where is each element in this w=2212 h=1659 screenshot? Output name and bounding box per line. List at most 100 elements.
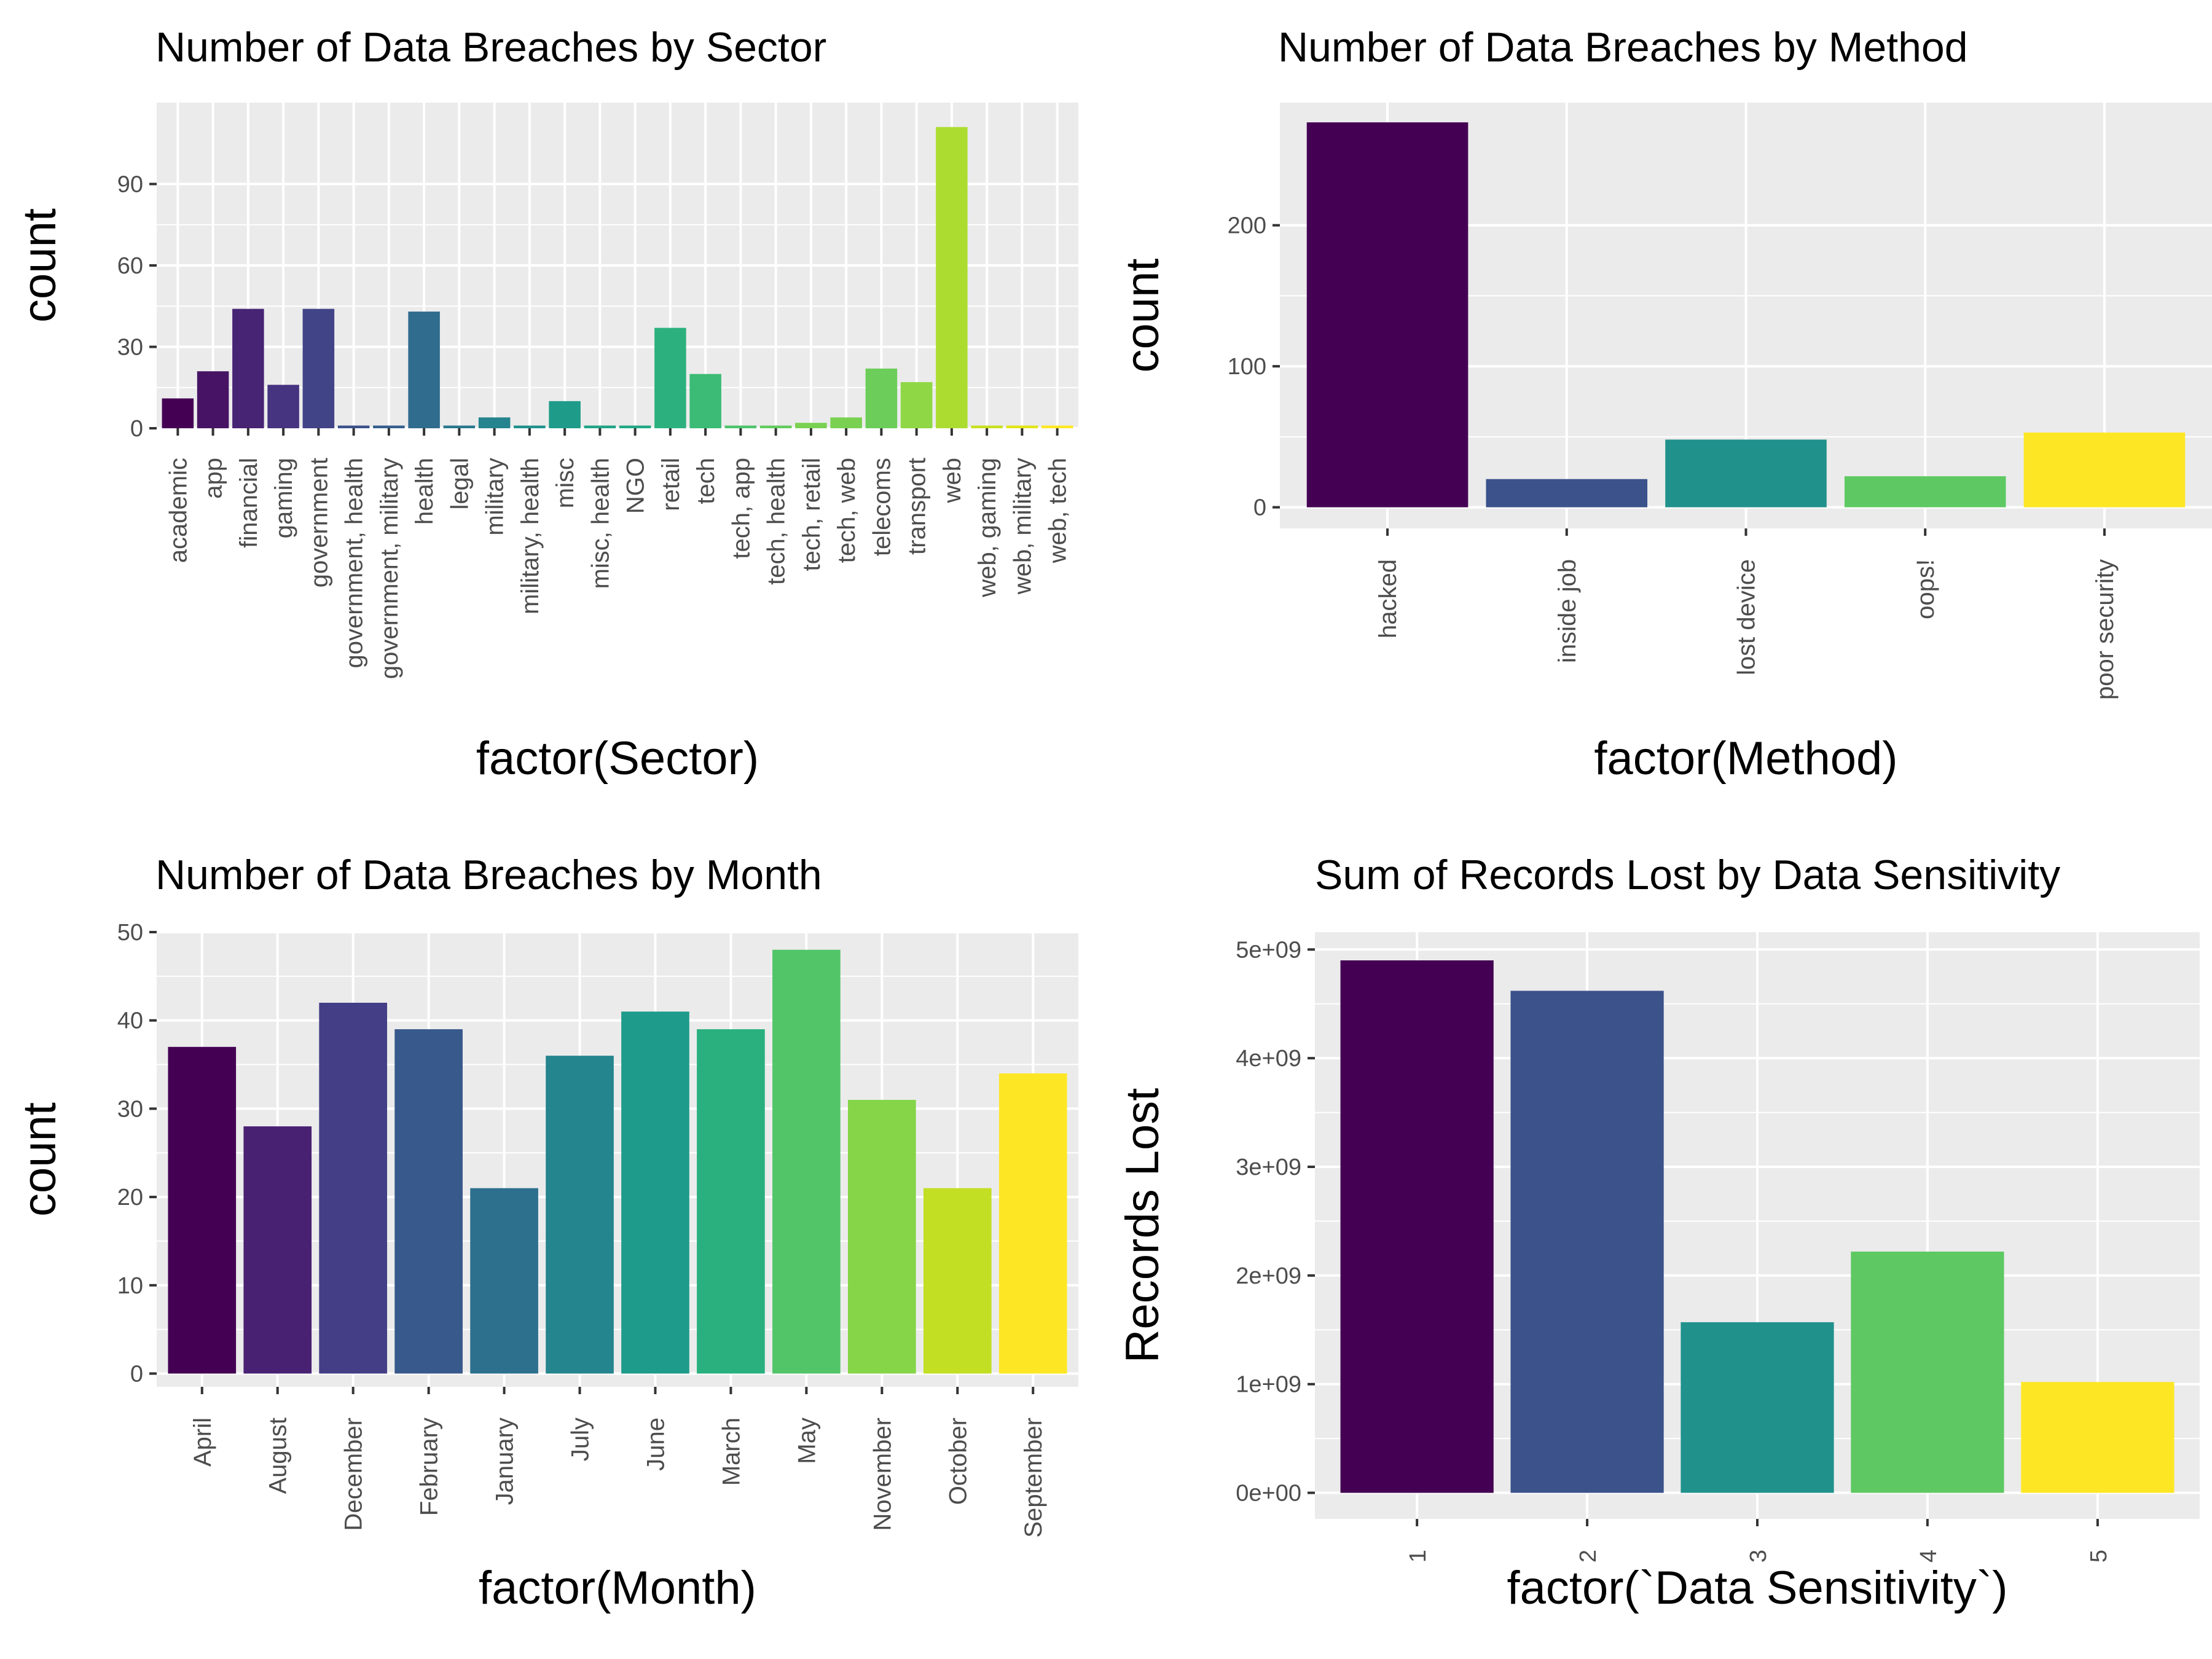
x-tick-label: web, gaming bbox=[974, 458, 1001, 598]
bar-september bbox=[998, 1073, 1067, 1374]
x-tick-label: government, health bbox=[341, 458, 368, 668]
bar-august bbox=[243, 1126, 312, 1374]
bar-october bbox=[923, 1188, 992, 1374]
x-tick-label: inside job bbox=[1554, 559, 1581, 663]
x-tick-label: oops! bbox=[1912, 559, 1939, 619]
bar-government-health bbox=[337, 425, 370, 428]
y-tick-label: 60 bbox=[117, 253, 143, 279]
x-tick-label: February bbox=[416, 1418, 443, 1516]
y-tick-label: 4e+09 bbox=[1236, 1046, 1301, 1072]
x-tick-label: government bbox=[305, 458, 332, 587]
x-tick-label: 4 bbox=[1916, 1550, 1942, 1563]
chart-title: Number of Data Breaches by Sector bbox=[155, 24, 826, 71]
bar-app bbox=[197, 371, 229, 428]
bar-military-health bbox=[514, 425, 546, 428]
bar-june bbox=[621, 1011, 689, 1374]
bar-web-military bbox=[1006, 425, 1038, 428]
y-tick-label: 0 bbox=[130, 416, 143, 442]
x-tick-label: November bbox=[869, 1418, 896, 1531]
x-axis-title: factor(Sector) bbox=[476, 732, 759, 785]
y-tick-label: 50 bbox=[117, 920, 143, 946]
y-tick-label: 1e+09 bbox=[1236, 1372, 1301, 1398]
x-tick-label: 1 bbox=[1405, 1550, 1431, 1563]
x-tick-label: October bbox=[944, 1418, 971, 1505]
x-tick-label: misc bbox=[552, 458, 579, 508]
bar-december bbox=[319, 1002, 387, 1374]
x-tick-label: June bbox=[642, 1418, 669, 1471]
x-tick-label: NGO bbox=[622, 458, 649, 514]
y-axis-title: count bbox=[1116, 259, 1169, 373]
bar-military bbox=[478, 417, 511, 428]
x-tick-label: misc, health bbox=[587, 458, 614, 589]
x-tick-label: telecoms bbox=[868, 458, 895, 556]
x-tick-label: legal bbox=[446, 458, 473, 510]
bar-government bbox=[302, 308, 335, 428]
bar-january bbox=[470, 1188, 538, 1374]
x-tick-label: tech, health bbox=[763, 458, 790, 585]
bar-tech-health bbox=[759, 425, 792, 428]
bar-lost-device bbox=[1665, 439, 1827, 508]
x-axis-title: factor(Method) bbox=[1594, 732, 1897, 785]
y-tick-label: 30 bbox=[117, 1096, 143, 1122]
x-tick-label: tech bbox=[692, 458, 720, 504]
x-tick-label: academic bbox=[165, 458, 192, 563]
x-tick-label: web, military bbox=[1009, 458, 1036, 595]
x-tick-label: poor security bbox=[2092, 559, 2119, 700]
bar-4 bbox=[1851, 1251, 2004, 1493]
bar-web-gaming bbox=[971, 425, 1003, 428]
bar-financial bbox=[232, 308, 264, 428]
bar-3 bbox=[1681, 1322, 1834, 1493]
x-axis-title: factor(Month) bbox=[479, 1562, 756, 1614]
y-axis-title: count bbox=[14, 1102, 66, 1217]
bar-5 bbox=[2021, 1382, 2175, 1493]
bar-legal bbox=[443, 425, 476, 428]
chart-title: Number of Data Breaches by Month bbox=[155, 852, 822, 898]
x-tick-label: September bbox=[1020, 1418, 1047, 1538]
bar-retail bbox=[654, 327, 686, 428]
x-tick-label: January bbox=[492, 1418, 519, 1505]
x-tick-label: app bbox=[200, 458, 227, 499]
bar-2 bbox=[1510, 990, 1664, 1493]
chart-method: 0 100 200 hacked inside job lost device oops! p… bbox=[1116, 24, 2212, 785]
bar-misc-health bbox=[584, 425, 616, 428]
x-tick-label: tech, retail bbox=[798, 458, 825, 571]
bar-tech-web bbox=[830, 417, 862, 428]
bar-1 bbox=[1340, 960, 1494, 1493]
bar-government-military bbox=[373, 425, 405, 428]
x-tick-label: May bbox=[793, 1418, 820, 1464]
bar-telecoms bbox=[865, 368, 898, 428]
bar-november bbox=[848, 1100, 916, 1374]
x-tick-label: military bbox=[482, 458, 509, 536]
x-tick-label: financial bbox=[235, 458, 262, 548]
y-tick-label: 3e+09 bbox=[1236, 1155, 1301, 1180]
y-tick-label: 20 bbox=[117, 1185, 143, 1210]
bar-misc bbox=[549, 401, 581, 428]
bar-ngo bbox=[619, 425, 651, 428]
bar-february bbox=[394, 1029, 463, 1374]
y-tick-label: 0 bbox=[130, 1361, 143, 1387]
bar-web bbox=[936, 127, 968, 428]
bar-poor-security bbox=[2023, 432, 2186, 508]
x-tick-label: web bbox=[939, 458, 966, 503]
x-tick-label: military, health bbox=[517, 458, 544, 614]
y-tick-label: 90 bbox=[117, 172, 143, 198]
x-tick-label: transport bbox=[904, 458, 931, 555]
y-tick-label: 100 bbox=[1228, 354, 1266, 380]
x-tick-label: lost device bbox=[1733, 559, 1760, 675]
x-tick-label: tech, web bbox=[833, 458, 860, 563]
y-axis-title: count bbox=[14, 208, 66, 323]
x-tick-label: 5 bbox=[2086, 1550, 2112, 1563]
bar-tech-app bbox=[724, 425, 757, 428]
x-tick-label: 2 bbox=[1575, 1550, 1601, 1563]
chart-sector: 0 30 60 90 academic app financial gaming governm… bbox=[14, 24, 1078, 785]
bar-tech bbox=[689, 374, 721, 428]
x-tick-label: August bbox=[265, 1418, 292, 1494]
chart-title: Sum of Records Lost by Data Sensitivity bbox=[1315, 852, 2060, 898]
x-tick-label: July bbox=[567, 1418, 594, 1461]
bar-academic bbox=[162, 398, 194, 428]
y-tick-label: 40 bbox=[117, 1008, 143, 1034]
bar-transport bbox=[900, 382, 933, 428]
chart-title: Number of Data Breaches by Method bbox=[1278, 24, 1968, 71]
bar-july bbox=[546, 1056, 614, 1374]
x-tick-label: government, military bbox=[376, 458, 403, 679]
